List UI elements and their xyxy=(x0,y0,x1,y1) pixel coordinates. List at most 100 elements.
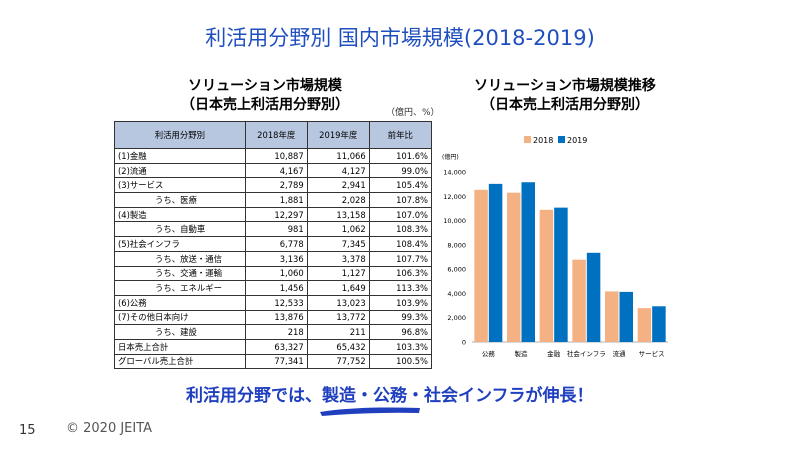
table-cell-v2018: 981 xyxy=(244,221,308,238)
x-tick-label: 製造 xyxy=(515,349,529,358)
table-row: 日本売上合計 63,327 65,432 103.3% xyxy=(114,338,433,355)
table-row: (7)その他日本向け 13,876 13,772 99.3% xyxy=(114,309,433,326)
table-row: うち、医療 1,881 2,028 107.8% xyxy=(114,192,433,208)
y-tick-label: 0 xyxy=(462,339,466,347)
table-unit-note: （億円、%） xyxy=(386,108,440,118)
x-tick-label: 公務 xyxy=(482,349,496,358)
bar-chart: 2018 2019 (億円) 0 2,000 4,000 6,000 8,000 10,000 1… xyxy=(442,136,668,358)
table-cell-v2018: 12,297 xyxy=(244,206,308,223)
legend-swatch-2019 xyxy=(558,136,565,143)
conclusion-text: 利活用分野では、製造・公務・社会インフラが伸長！ xyxy=(186,386,594,406)
table-cell-label: うち、建設 xyxy=(114,324,246,340)
chart-heading-line1: ソリューション市場規模推移 xyxy=(474,78,656,94)
bar-2018-金融 xyxy=(539,209,554,342)
table-cell-v2019: 65,432 xyxy=(306,338,370,355)
chart-heading: ソリューション市場規模推移 （日本売上利活用分野別） xyxy=(445,77,685,115)
copyright: © 2020 JEITA xyxy=(66,421,153,436)
table-cell-v2018: 218 xyxy=(244,324,308,340)
table-cell-label: (5)社会インフラ xyxy=(114,236,246,252)
table-cell-v2018: 1,456 xyxy=(244,280,308,296)
table-cell-label: うち、交通・運輸 xyxy=(114,265,246,282)
bar-2019-公務 xyxy=(488,183,503,342)
y-tick-label: 12,000 xyxy=(443,193,466,201)
table-cell-ratio: 107.7% xyxy=(368,250,433,267)
table-cell-ratio: 108.4% xyxy=(368,236,433,252)
bar-2018-サービス xyxy=(637,308,652,342)
y-tick-label: 2,000 xyxy=(447,314,466,322)
table-cell-label: (4)製造 xyxy=(114,206,246,223)
table-cell-v2018: 13,876 xyxy=(244,309,308,326)
table-row: (3)サービス 2,789 2,941 105.4% xyxy=(114,177,433,194)
table-cell-ratio: 105.4% xyxy=(368,177,433,194)
table-cell-v2018: 4,167 xyxy=(244,162,308,179)
table-row: うち、エネルギー 1,456 1,649 113.3% xyxy=(114,280,433,296)
table-cell-label: うち、放送・通信 xyxy=(114,250,246,267)
header-2018: 2018年度 xyxy=(244,121,308,149)
bar-2019-製造 xyxy=(521,182,535,342)
x-tick-label: 流通 xyxy=(613,349,627,358)
bar-2019-流通 xyxy=(619,291,633,342)
chart-heading-line2: （日本売上利活用分野別） xyxy=(481,97,649,113)
table-heading-line1: ソリューション市場規模 xyxy=(188,78,342,94)
table-cell-v2018: 1,060 xyxy=(244,265,308,282)
table-cell-ratio: 106.3% xyxy=(368,265,433,282)
table-cell-label: うち、エネルギー xyxy=(114,280,246,296)
y-tick-label: 10,000 xyxy=(443,217,466,225)
table-cell-v2018: 2,789 xyxy=(244,177,308,194)
table-cell-ratio: 96.8% xyxy=(368,324,433,340)
table-cell-ratio: 99.0% xyxy=(368,162,433,179)
brush-underline xyxy=(320,407,420,416)
table-cell-v2018: 63,327 xyxy=(244,338,308,355)
y-tick-label: 14,000 xyxy=(443,169,466,177)
table-cell-ratio: 101.6% xyxy=(368,148,433,164)
legend-label-2018: 2018 xyxy=(533,136,553,145)
table-cell-v2019: 11,066 xyxy=(306,148,370,164)
y-tick-label: 4,000 xyxy=(447,290,466,298)
table-cell-v2018: 77,341 xyxy=(244,353,308,370)
y-tick-label: 8,000 xyxy=(447,241,466,249)
table-cell-ratio: 103.3% xyxy=(368,338,433,355)
table-row: (5)社会インフラ 6,778 7,345 108.4% xyxy=(114,236,433,252)
header-ratio: 前年比 xyxy=(368,121,433,149)
table-cell-v2018: 6,778 xyxy=(244,236,308,252)
slide-title: 利活用分野別 国内市場規模(2018-2019) xyxy=(205,26,595,50)
table-cell-label: (7)その他日本向け xyxy=(114,309,246,326)
table-cell-v2018: 1,881 xyxy=(244,192,308,208)
table-cell-v2019: 13,023 xyxy=(306,294,370,311)
table-cell-v2019: 13,772 xyxy=(306,309,370,326)
header-2019: 2019年度 xyxy=(306,121,370,149)
header-field: 利活用分野別 xyxy=(114,121,246,149)
table-row: (6)公務 12,533 13,023 103.9% xyxy=(114,294,433,311)
table-cell-v2019: 77,752 xyxy=(306,353,370,370)
table-cell-v2019: 2,941 xyxy=(306,177,370,194)
table-cell-ratio: 99.3% xyxy=(368,309,433,326)
table-row: うち、建設 218 211 96.8% xyxy=(114,324,433,340)
bar-2018-社会インフラ xyxy=(572,259,586,342)
table-row: (2)流通 4,167 4,127 99.0% xyxy=(114,162,433,179)
table-header-row: 利活用分野別 2018年度 2019年度 前年比 xyxy=(114,121,433,149)
table-cell-ratio: 107.8% xyxy=(368,192,433,208)
table-cell-ratio: 100.5% xyxy=(368,353,433,370)
page-number: 15 xyxy=(19,423,36,438)
table-cell-v2019: 1,127 xyxy=(306,265,370,282)
chart-unit-label: (億円) xyxy=(442,153,459,161)
y-tick-label: 6,000 xyxy=(447,266,466,274)
table-cell-v2019: 1,062 xyxy=(306,221,370,238)
market-size-table: 利活用分野別 2018年度 2019年度 前年比 (1)金融 10,887 11,0… xyxy=(114,121,433,370)
bar-2019-社会インフラ xyxy=(586,252,601,342)
bar-2019-サービス xyxy=(652,306,666,342)
table-row: (1)金融 10,887 11,066 101.6% xyxy=(114,148,433,164)
table-cell-v2019: 1,649 xyxy=(306,280,370,296)
table-cell-label: グローバル売上合計 xyxy=(114,353,246,370)
table-cell-label: (2)流通 xyxy=(114,162,246,179)
table-cell-label: うち、医療 xyxy=(114,192,246,208)
bar-2019-金融 xyxy=(554,207,568,342)
table-cell-v2018: 3,136 xyxy=(244,250,308,267)
table-cell-ratio: 107.0% xyxy=(368,206,433,223)
table-cell-label: (6)公務 xyxy=(114,294,246,311)
table-cell-ratio: 108.3% xyxy=(368,221,433,238)
table-row: うち、放送・通信 3,136 3,378 107.7% xyxy=(114,250,433,267)
table-cell-label: (3)サービス xyxy=(114,177,246,194)
bar-2018-公務 xyxy=(474,189,488,342)
x-tick-label: 社会インフラ xyxy=(567,349,606,358)
